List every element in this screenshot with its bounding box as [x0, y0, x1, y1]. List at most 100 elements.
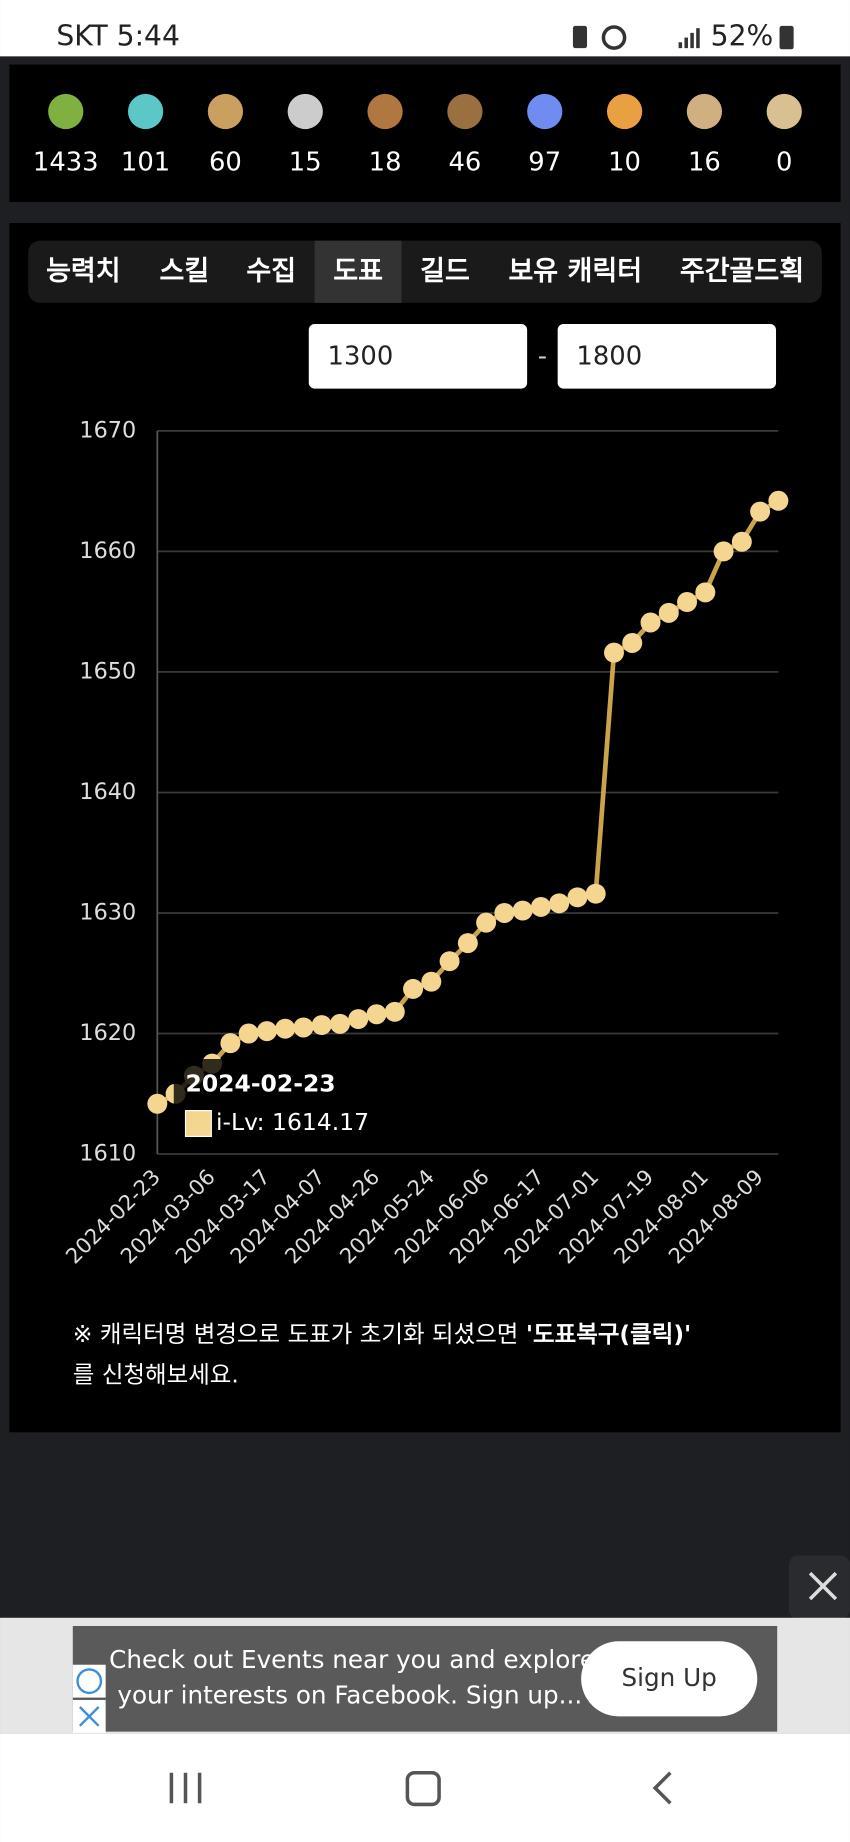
tab[interactable]: 수집	[246, 256, 296, 287]
tooltip-title: 2024-02-23	[186, 1069, 336, 1097]
tab[interactable]: 보유 캐릭터	[508, 256, 642, 287]
point[interactable]	[256, 1021, 277, 1042]
point[interactable]	[421, 971, 442, 992]
tab[interactable]: 스킬	[159, 256, 209, 287]
sign-up-text: Sign Up	[622, 1663, 717, 1692]
point[interactable]	[457, 933, 478, 954]
min-value: 1300	[328, 341, 394, 371]
status-bar	[0, 0, 850, 57]
y-tick-label: 1630	[79, 899, 136, 925]
point[interactable]	[384, 1001, 405, 1022]
point[interactable]	[512, 900, 533, 921]
active-tab	[314, 240, 402, 303]
point[interactable]	[348, 1009, 369, 1030]
note-link[interactable]: '도표복구(클릭)'	[526, 1319, 691, 1347]
items-panel	[9, 64, 841, 202]
item-count: 101	[121, 148, 170, 178]
note: ※ 캐릭터명 변경으로 도표가 초기화 되셨으면 '도표복구(클릭)'	[73, 1319, 691, 1347]
point[interactable]	[713, 541, 734, 562]
point[interactable]	[147, 1093, 168, 1114]
point[interactable]	[439, 951, 460, 972]
item-icon	[287, 93, 323, 130]
point[interactable]	[403, 978, 424, 999]
item-icon	[686, 93, 723, 130]
point[interactable]	[330, 1013, 350, 1034]
item-count: 60	[209, 148, 242, 178]
battery-text: 52%	[711, 20, 774, 53]
tab-bar	[28, 240, 822, 303]
y-tick-label: 1660	[79, 538, 136, 564]
range-separator: -	[538, 341, 547, 371]
point[interactable]	[238, 1023, 259, 1044]
max-input[interactable]	[557, 324, 777, 389]
item-count: 15	[289, 148, 322, 178]
point[interactable]	[293, 1017, 314, 1038]
item-count: 18	[369, 148, 402, 178]
recent-apps-button[interactable]	[169, 1772, 202, 1804]
tooltip-text: i-Lv: 1614.17	[216, 1108, 369, 1136]
point[interactable]	[768, 490, 789, 511]
carrier-time: SKT 5:44	[56, 20, 180, 53]
tabs: 능력치 스킬 수집 도표 길드 보유 캐릭터 주간골드획	[46, 256, 804, 287]
item-count: 0	[776, 148, 792, 178]
min-input[interactable]	[308, 324, 528, 389]
item-icon	[367, 93, 403, 130]
point[interactable]	[311, 1015, 332, 1036]
item-count: 16	[688, 148, 721, 178]
app-icon	[572, 25, 588, 49]
signal-icon	[678, 28, 700, 49]
point[interactable]	[677, 592, 698, 612]
chart-panel	[9, 223, 841, 1433]
note-text: ※ 캐릭터명 변경으로 도표가 초기화 되셨으면	[73, 1319, 526, 1347]
ad-x	[79, 1706, 100, 1727]
point[interactable]	[275, 1018, 296, 1039]
point[interactable]	[731, 531, 752, 552]
item-count: 97	[528, 148, 561, 178]
tooltip-swatch	[184, 1110, 212, 1138]
y-tick-label: 1670	[79, 417, 136, 443]
item-count: 1433	[33, 148, 99, 178]
battery-icon	[779, 25, 794, 50]
y-tick-label: 1650	[79, 658, 136, 684]
y-tick-label: 1640	[79, 779, 136, 805]
note-line2: 를 신청해보세요.	[73, 1360, 239, 1388]
tab[interactable]: 길드	[420, 256, 470, 287]
point[interactable]	[603, 642, 624, 663]
tab[interactable]: 주간골드획	[680, 256, 804, 287]
item-icon	[527, 93, 563, 130]
point[interactable]	[494, 902, 515, 923]
point[interactable]	[530, 896, 551, 917]
point[interactable]	[640, 612, 661, 633]
item-icon	[127, 93, 164, 130]
point[interactable]	[658, 602, 679, 623]
back-button[interactable]	[652, 1771, 672, 1805]
item-icon	[606, 93, 643, 130]
point[interactable]	[695, 582, 716, 603]
info-circle	[76, 1668, 103, 1695]
tab[interactable]: 능력치	[46, 256, 121, 287]
nav-bar	[0, 1733, 850, 1842]
point[interactable]	[366, 1004, 387, 1025]
item-icon	[48, 93, 84, 130]
item-count: 10	[608, 148, 641, 178]
point[interactable]	[622, 633, 643, 653]
point[interactable]	[750, 501, 771, 522]
point[interactable]	[549, 893, 570, 914]
item-count: 46	[448, 148, 481, 178]
item-icon	[207, 93, 244, 130]
max-value: 1800	[576, 341, 642, 371]
item-icon	[766, 93, 802, 130]
ad-line1: Check out Events near you and explore	[109, 1645, 595, 1674]
tab[interactable]: 도표	[333, 256, 383, 287]
sign-up-button[interactable]	[581, 1641, 758, 1717]
ad-line2: your interests on Facebook. Sign up...	[117, 1680, 582, 1709]
home-button[interactable]	[405, 1770, 441, 1807]
point[interactable]	[476, 912, 497, 933]
point[interactable]	[585, 883, 606, 904]
point[interactable]	[567, 887, 588, 908]
point[interactable]	[220, 1033, 241, 1054]
y-tick-label: 1620	[79, 1020, 136, 1046]
y-tick-label: 1610	[79, 1141, 136, 1167]
